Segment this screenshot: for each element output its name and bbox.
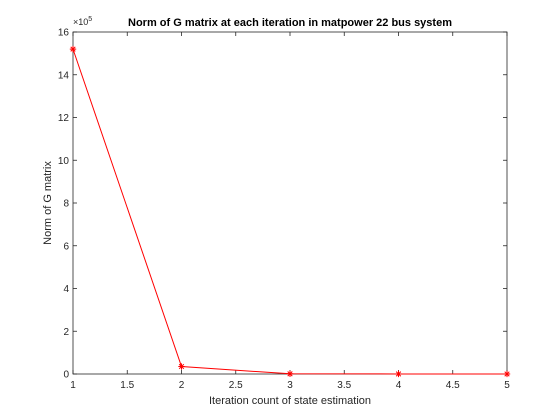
data-point-marker xyxy=(69,45,77,53)
y-tick-label: 12 xyxy=(58,113,70,124)
x-tick-label: 5 xyxy=(504,380,510,391)
y-tick-label: 8 xyxy=(63,199,69,210)
chart-title: Norm of G matrix at each iteration in ma… xyxy=(128,17,452,29)
x-tick-label: 2 xyxy=(179,380,185,391)
y-tick-label: 4 xyxy=(63,284,69,295)
svg-text:×105: ×105 xyxy=(73,16,92,27)
x-tick-label: 1 xyxy=(70,380,76,391)
x-tick-label: 3 xyxy=(287,380,293,391)
y-tick-label: 10 xyxy=(58,156,70,167)
y-exponent-power: 5 xyxy=(88,16,92,23)
x-tick-label: 4 xyxy=(396,380,402,391)
data-point-marker xyxy=(395,370,402,378)
x-tick-label: 3.5 xyxy=(337,380,351,391)
y-tick-label: 6 xyxy=(63,241,69,252)
data-point-marker xyxy=(503,370,511,378)
y-tick-label: 14 xyxy=(58,70,70,81)
x-axis-label: Iteration count of state estimation xyxy=(209,395,371,407)
data-point-marker xyxy=(286,370,294,377)
y-exponent-label: ×105 xyxy=(73,16,92,27)
data-point-marker xyxy=(178,363,185,370)
y-tick-label: 16 xyxy=(58,28,70,39)
x-tick-label: 2.5 xyxy=(229,380,243,391)
y-tick-label: 2 xyxy=(63,327,69,338)
plot-area xyxy=(72,31,508,375)
x-tick-label: 1.5 xyxy=(120,380,134,391)
x-tick-label: 4.5 xyxy=(446,380,460,391)
y-tick-label: 0 xyxy=(63,370,69,381)
y-axis-label: Norm of G matrix xyxy=(42,161,54,245)
series-layer xyxy=(69,45,511,378)
y-axis: 0 2 4 6 8 10 12 14 16 xyxy=(58,28,507,381)
y-exponent-base: ×10 xyxy=(73,17,88,27)
